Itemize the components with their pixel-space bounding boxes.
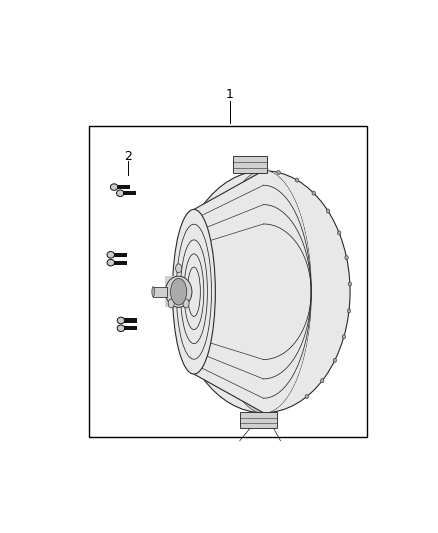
Ellipse shape bbox=[347, 309, 351, 313]
Ellipse shape bbox=[337, 231, 341, 235]
Ellipse shape bbox=[168, 299, 174, 308]
Bar bbox=[114, 253, 127, 257]
Ellipse shape bbox=[295, 178, 299, 182]
Ellipse shape bbox=[342, 335, 346, 339]
Ellipse shape bbox=[216, 171, 311, 413]
Ellipse shape bbox=[177, 171, 350, 413]
Polygon shape bbox=[194, 171, 311, 413]
Ellipse shape bbox=[173, 209, 215, 374]
Ellipse shape bbox=[152, 287, 155, 297]
Ellipse shape bbox=[321, 378, 324, 383]
Bar bbox=[114, 261, 127, 265]
Ellipse shape bbox=[173, 209, 215, 374]
Bar bbox=[88, 125, 367, 438]
Ellipse shape bbox=[305, 394, 308, 399]
Bar bbox=[123, 191, 136, 195]
Ellipse shape bbox=[117, 325, 125, 332]
Text: 1: 1 bbox=[226, 88, 233, 101]
Ellipse shape bbox=[107, 260, 114, 266]
Ellipse shape bbox=[326, 209, 330, 213]
Ellipse shape bbox=[216, 171, 311, 413]
Ellipse shape bbox=[312, 191, 315, 195]
Ellipse shape bbox=[348, 282, 352, 286]
Bar bbox=[124, 318, 137, 322]
Bar bbox=[153, 287, 167, 297]
Ellipse shape bbox=[345, 256, 348, 260]
Ellipse shape bbox=[183, 299, 189, 308]
Ellipse shape bbox=[176, 264, 182, 273]
Ellipse shape bbox=[170, 278, 187, 305]
Bar bbox=[124, 326, 137, 330]
Bar bbox=[117, 185, 130, 189]
Ellipse shape bbox=[277, 171, 280, 175]
Ellipse shape bbox=[117, 190, 124, 197]
Polygon shape bbox=[240, 412, 277, 429]
Ellipse shape bbox=[165, 276, 192, 308]
Ellipse shape bbox=[110, 184, 118, 190]
Ellipse shape bbox=[107, 252, 114, 258]
Ellipse shape bbox=[117, 317, 125, 324]
Ellipse shape bbox=[333, 358, 336, 362]
Text: 2: 2 bbox=[124, 150, 132, 163]
Bar bbox=[165, 276, 184, 308]
Polygon shape bbox=[233, 156, 267, 173]
